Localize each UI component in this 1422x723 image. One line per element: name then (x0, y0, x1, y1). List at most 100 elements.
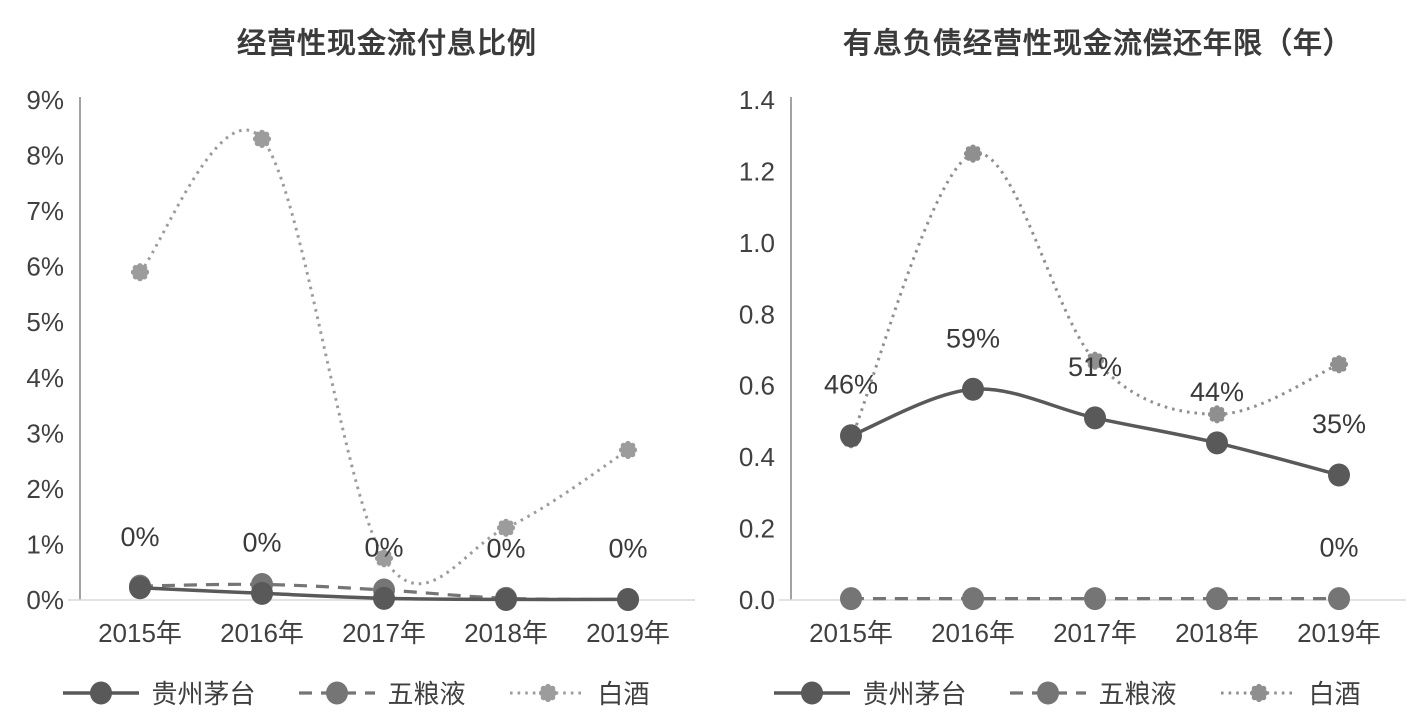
flower-marker-petal (1336, 367, 1342, 374)
y-tick-label: 1.2 (739, 156, 775, 186)
x-tick-label: 2015年 (98, 618, 182, 648)
circle-marker (1084, 406, 1106, 430)
flower-marker (1249, 683, 1268, 702)
flower-marker-petal (137, 275, 143, 282)
flower-marker-petal (498, 529, 505, 536)
y-tick-label: 0.8 (739, 299, 775, 329)
flower-marker-petal (132, 273, 139, 280)
flower-marker-petal (1329, 361, 1336, 368)
flower-marker-petal (1087, 353, 1094, 360)
flower-marker-petal (965, 155, 972, 161)
chart-title: 经营性现金流付息比例 (236, 28, 537, 60)
flower-marker-petal (544, 695, 551, 702)
flower-marker-petal (618, 447, 625, 453)
y-tick-label: 1.0 (739, 228, 775, 258)
flower-marker (496, 518, 516, 537)
x-tick-label: 2017年 (342, 618, 426, 648)
circle-marker (326, 681, 349, 704)
circle-marker (840, 587, 862, 611)
flower-marker-petal (1214, 417, 1220, 424)
flower-marker-petal (1336, 355, 1342, 361)
flower-marker-petal (629, 442, 636, 449)
legend-sample (509, 683, 586, 702)
flower-marker (1329, 355, 1349, 374)
flower-marker-petal (1342, 361, 1349, 368)
flower-marker-petal (1087, 362, 1094, 368)
series-line-2 (849, 151, 1340, 440)
flower-marker-petal (631, 447, 638, 453)
legend-item-0: 贵州茅台 (772, 674, 966, 711)
flower-marker-petal (549, 694, 555, 700)
flower-marker-petal (498, 520, 505, 527)
flower-marker-petal (550, 689, 557, 696)
flower-marker-petal (259, 142, 265, 149)
chart-debt-repayment-years: 有息负债经营性现金流偿还年限（年） 0.0 0.2 0.4 0.6 0.8 1.0 1.2 1… (711, 0, 1422, 723)
series-line-2 (138, 128, 629, 586)
flower-marker-petal (976, 150, 983, 157)
legend-label: 白酒 (597, 679, 650, 709)
flower-marker-petal (254, 131, 261, 138)
legend-label: 五粮液 (387, 679, 466, 709)
legend-sample (1220, 683, 1297, 702)
x-tick-label: 2018年 (464, 618, 548, 648)
flower-marker-petal (1251, 685, 1257, 691)
y-tick-label: 8% (26, 141, 64, 171)
flower-marker-petal (137, 263, 143, 269)
flower-marker-petal (252, 136, 259, 142)
flower-marker-petal (141, 264, 148, 271)
circle-marker (1328, 463, 1350, 487)
flower-marker-petal (265, 136, 272, 142)
flower-marker-petal (625, 453, 631, 460)
circle-marker (251, 581, 273, 605)
flower-marker-petal (1096, 353, 1103, 360)
flower-marker-petal (503, 518, 509, 525)
y-tick-label: 4% (26, 363, 64, 393)
data-label: 51% (1068, 352, 1122, 382)
flower-marker-petal (1098, 357, 1105, 364)
chart-legend: 贵州茅台 五粮液 白酒 (711, 674, 1422, 711)
flower-marker-petal (143, 269, 150, 276)
flower-marker-petal (507, 529, 514, 536)
flower-marker (538, 683, 557, 702)
flower-marker-petal (1209, 415, 1216, 422)
chart-legend: 贵州茅台 五粮液 白酒 (0, 674, 711, 711)
y-tick-label: 9% (26, 85, 64, 115)
flower-marker-petal (381, 549, 387, 555)
data-label: 0% (242, 527, 281, 557)
legend-item-2: 白酒 (508, 674, 650, 711)
circle-marker (373, 586, 395, 610)
data-label: 44% (1190, 377, 1244, 407)
flower-marker-petal (376, 551, 383, 557)
y-tick-label: 3% (26, 418, 64, 448)
flower-marker-petal (141, 273, 148, 280)
legend-item-2: 白酒 (1219, 674, 1361, 711)
flower-marker-petal (263, 140, 270, 147)
flower-marker-petal (963, 150, 970, 157)
flower-marker-petal (1085, 357, 1092, 364)
flower-marker-petal (549, 685, 555, 691)
data-label: 46% (824, 370, 878, 400)
flower-marker-petal (132, 264, 139, 271)
flower-marker-petal (1340, 357, 1347, 363)
flower-marker-petal (1255, 683, 1262, 690)
flower-marker-petal (1260, 685, 1266, 691)
data-label: 59% (946, 323, 1000, 353)
flower-marker-petal (263, 131, 270, 138)
data-label: 0% (364, 532, 403, 562)
x-tick-label: 2019年 (586, 618, 670, 648)
circle-marker (962, 587, 984, 611)
flower-marker (618, 440, 638, 460)
flower-marker-petal (387, 555, 394, 562)
y-tick-label: 0% (26, 585, 64, 615)
flower-marker-petal (1249, 689, 1256, 696)
data-label: 0% (120, 522, 159, 552)
flower-marker-petal (381, 561, 387, 568)
x-tick-label: 2019年 (1297, 618, 1381, 648)
legend-item-1: 五粮液 (1008, 674, 1177, 711)
y-tick-label: 2% (26, 474, 64, 504)
y-tick-label: 6% (26, 252, 64, 282)
flower-marker (1085, 351, 1105, 370)
flower-marker (374, 549, 394, 568)
flower-marker-petal (620, 442, 627, 449)
y-tick-label: 1.4 (739, 85, 775, 115)
